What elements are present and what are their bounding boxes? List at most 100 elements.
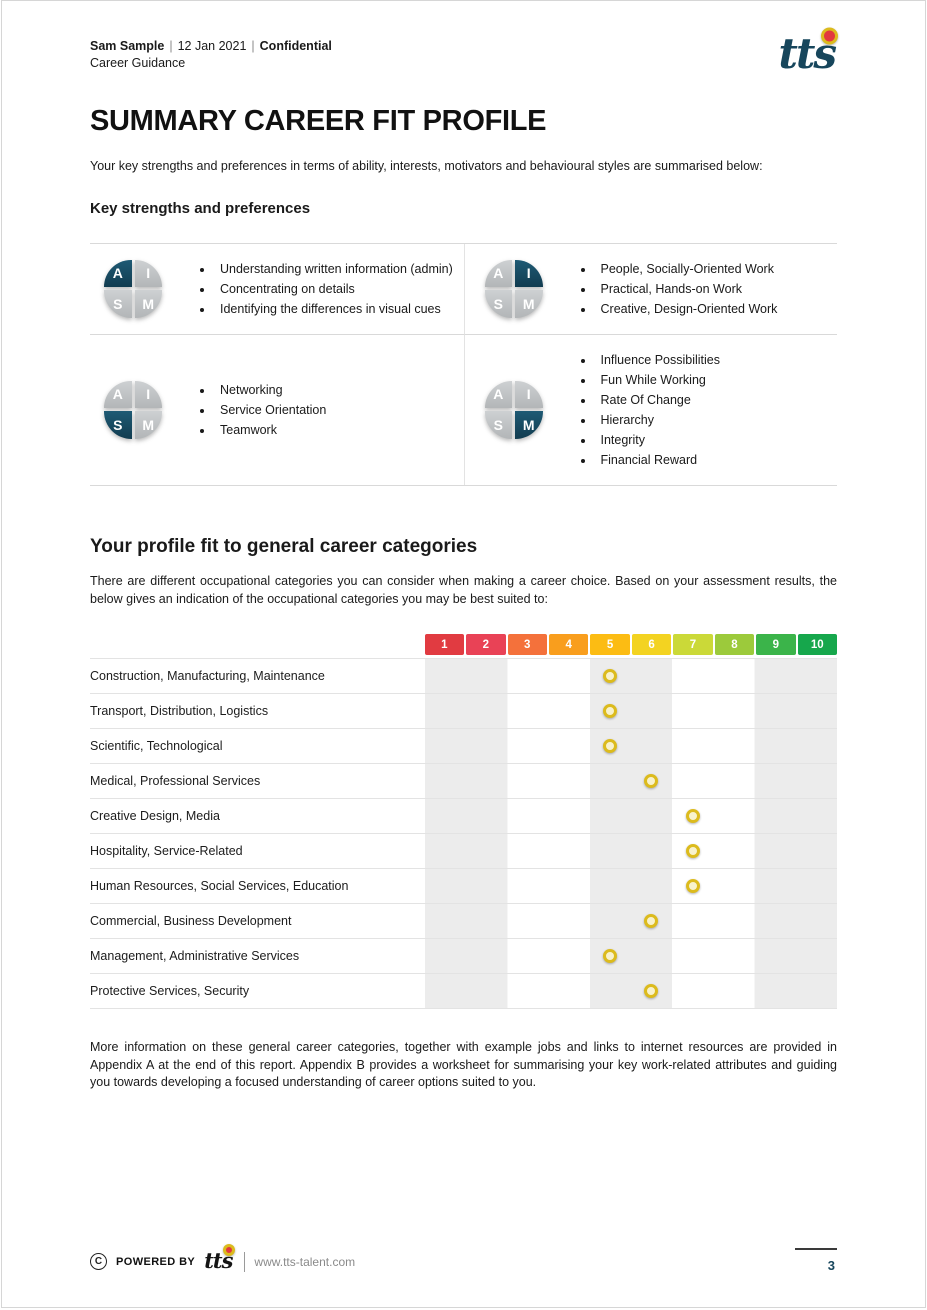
career-row-label: Creative Design, Media <box>90 809 220 824</box>
career-row-label: Hospitality, Service-Related <box>90 844 243 859</box>
quadrant-letter: M <box>142 295 155 312</box>
fit-score-dot <box>603 669 618 684</box>
fit-score-dot <box>644 774 659 789</box>
quadrant-m: M <box>515 290 543 318</box>
scale-cell-2: 2 <box>466 634 506 656</box>
strength-item: Creative, Design-Oriented Work <box>595 299 778 319</box>
strengths-table: A I S M Understanding written information (a… <box>90 242 838 486</box>
strength-cell-i: A I S M People, Socially-Oriented WorkPracti… <box>463 243 837 335</box>
quadrant-a: A <box>484 380 512 408</box>
career-fit-intro: There are different occupational categor… <box>90 574 837 606</box>
strength-item: Influence Possibilities <box>595 350 721 370</box>
scale-header-row: 1 2 3 4 5 6 7 8 9 10 <box>90 634 838 656</box>
career-rows: Construction, Manufacturing, Maintenance… <box>90 658 837 1010</box>
scale-cell-3: 3 <box>507 634 547 656</box>
quadrant-a: A <box>484 259 512 287</box>
strength-item: Rate Of Change <box>595 390 721 410</box>
fit-score-dot <box>644 914 659 929</box>
quadrant-s: S <box>484 290 512 318</box>
quadrant-letter: S <box>113 295 123 312</box>
aism-quadrant-icon: A I S M <box>484 259 543 318</box>
strength-list: Understanding written information (admin… <box>196 259 453 319</box>
report-type: Career Guidance <box>90 56 186 70</box>
career-row-label: Construction, Manufacturing, Maintenance <box>90 669 325 684</box>
scale-cell-4: 4 <box>548 634 589 656</box>
scale-cell-1: 1 <box>424 634 465 656</box>
tts-logo-red-dot-icon <box>821 27 838 45</box>
quadrant-letter: I <box>526 386 531 403</box>
outro-paragraph: More information on these general career… <box>90 1040 837 1090</box>
scale-header-spacer <box>90 634 425 655</box>
fit-score-dot <box>603 739 618 754</box>
strength-item: Teamwork <box>214 420 326 440</box>
career-row: Medical, Professional Services <box>90 764 837 800</box>
quadrant-letter: A <box>112 386 123 403</box>
scale-cell-5: 5 <box>590 634 630 656</box>
quadrant-s-active: S <box>104 411 132 439</box>
career-row: Hospitality, Service-Related <box>90 834 837 870</box>
footer-url: www.tts-talent.com <box>254 1254 356 1269</box>
career-row-scale <box>424 939 837 974</box>
quadrant-letter: A <box>493 386 504 403</box>
footer-tts-logo-red-dot-icon <box>223 1244 236 1256</box>
strength-cell-s: A I S M NetworkingService OrientationTeamwor… <box>90 335 464 485</box>
fit-score-dot <box>685 844 700 859</box>
strength-list: NetworkingService OrientationTeamwork <box>196 380 326 440</box>
quadrant-letter: A <box>112 265 123 282</box>
strengths-heading: Key strengths and preferences <box>90 199 311 217</box>
aism-quadrant-icon: A I S M <box>484 380 543 439</box>
strength-cell-m: A I S M Influence PossibilitiesFun While Wor… <box>463 334 838 485</box>
footer-divider <box>244 1251 246 1272</box>
quadrant-letter: M <box>142 416 155 433</box>
quadrant-letter: S <box>113 416 123 433</box>
career-fit-table: 1 2 3 4 5 6 7 8 9 10 Construction, Manufacturing,… <box>90 634 838 1010</box>
fit-score-dot <box>644 984 659 999</box>
scale-cell-7: 7 <box>673 634 713 656</box>
quadrant-m: M <box>134 290 162 318</box>
strength-cell-a: A I S M Understanding written information (a… <box>90 244 464 335</box>
separator: | <box>251 39 255 53</box>
career-row-scale <box>424 764 837 799</box>
footer-branding: C POWERED BY tts www.tts-talent.com <box>90 1244 356 1273</box>
candidate-name: Sam Sample <box>90 39 165 53</box>
career-row-scale <box>424 799 837 834</box>
aism-quadrant-icon: A I S M <box>104 380 162 439</box>
career-row: Transport, Distribution, Logistics <box>90 694 837 730</box>
career-fit-heading: Your profile fit to general career categ… <box>90 535 478 557</box>
career-row-label: Medical, Professional Services <box>90 774 261 789</box>
quadrant-letter: I <box>526 265 531 282</box>
strength-item: Integrity <box>595 430 721 450</box>
scale-cell-8: 8 <box>714 634 755 656</box>
career-row: Construction, Manufacturing, Maintenance <box>90 659 837 695</box>
strength-item: Fun While Working <box>595 370 721 390</box>
page-number: 3 <box>827 1258 835 1273</box>
quadrant-letter: S <box>493 295 503 312</box>
career-row-label: Transport, Distribution, Logistics <box>90 704 269 719</box>
career-row: Scientific, Technological <box>90 729 837 765</box>
career-row-scale <box>424 869 837 904</box>
career-row-label: Protective Services, Security <box>90 984 250 999</box>
quadrant-letter: I <box>146 386 151 403</box>
career-row-scale <box>424 834 837 869</box>
aism-quadrant-icon: A I S M <box>104 259 162 318</box>
header-text: Sam Sample | 12 Jan 2021 | Confidential Care… <box>90 39 332 70</box>
career-row: Human Resources, Social Services, Educat… <box>90 869 837 905</box>
career-row: Management, Administrative Services <box>90 939 837 975</box>
page-title: SUMMARY CAREER FIT PROFILE <box>90 105 547 137</box>
career-row-label: Scientific, Technological <box>90 739 223 754</box>
quadrant-s: S <box>104 290 132 318</box>
fit-score-dot <box>603 949 618 964</box>
career-row: Commercial, Business Development <box>90 904 837 940</box>
career-row-label: Commercial, Business Development <box>90 914 292 929</box>
quadrant-letter: M <box>522 416 535 433</box>
strength-item: People, Socially-Oriented Work <box>595 259 778 279</box>
career-row-scale <box>424 974 837 1009</box>
quadrant-i: I <box>134 380 162 408</box>
career-row-scale <box>424 729 837 764</box>
quadrant-letter: S <box>493 416 503 433</box>
strength-item: Hierarchy <box>595 410 721 430</box>
strength-list: Influence PossibilitiesFun While Working… <box>577 350 721 470</box>
strength-item: Understanding written information (admin… <box>214 259 453 279</box>
fit-score-dot <box>685 809 700 824</box>
